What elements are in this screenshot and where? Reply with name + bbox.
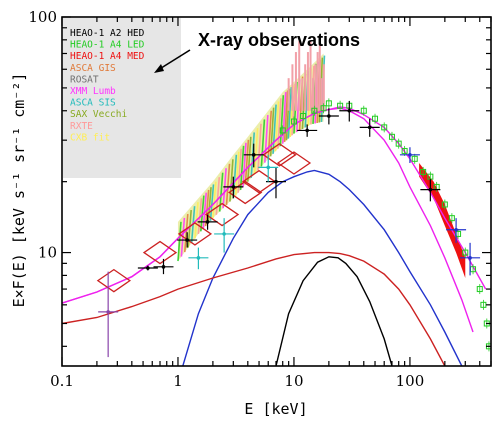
legend-entry: ASCA GIS: [70, 63, 116, 74]
diamond-point-0: [96, 268, 132, 293]
data-point-4: [205, 220, 210, 224]
legend-entry: ASCA SIS: [70, 98, 116, 109]
band-hatch: [229, 159, 234, 202]
band-hatch: [225, 163, 231, 205]
band-hatch: [247, 136, 252, 182]
band-hatch: [207, 187, 212, 224]
legend-entry: ROSAT: [70, 74, 99, 85]
y-axis-title: E×F(E) [keV s⁻¹ sr⁻¹ cm⁻²]: [10, 73, 28, 308]
legend-background: [63, 18, 181, 178]
data-point-3: [185, 238, 189, 242]
data-point-12: [408, 153, 412, 157]
legend-entry: HEAO-1 A4 MED: [70, 51, 145, 62]
y-tick-label: 100: [28, 8, 57, 26]
data-point-1: [146, 266, 150, 270]
heao-med-band: [419, 163, 466, 278]
band-hatch: [222, 168, 227, 209]
model-curve-4: [275, 256, 393, 366]
data-point-18: [266, 165, 271, 170]
band-hatch: [200, 195, 205, 232]
data-point-2: [161, 265, 166, 269]
data-point-11: [367, 125, 372, 130]
x-axis-title: E [keV]: [244, 400, 307, 418]
band-hatch: [264, 115, 269, 163]
model-curve-2: [182, 169, 463, 366]
diamond-point-4: [228, 180, 263, 205]
plot-area: [62, 41, 491, 366]
legend-entry: HEAO-1 A4 LED: [70, 40, 145, 51]
band-hatch: [274, 101, 280, 152]
band-hatch: [272, 104, 277, 154]
band-hatch: [287, 86, 293, 139]
x-tick-label: 100: [396, 372, 425, 390]
band-hatch: [177, 221, 182, 262]
data-point-15: [468, 256, 472, 260]
data-point-7: [274, 179, 278, 184]
x-tick-label: 1: [173, 372, 183, 390]
band-hatch: [239, 145, 245, 191]
diamond-point-7: [276, 151, 312, 175]
annotation-arrow: [154, 49, 191, 73]
diamond-point-2: [177, 222, 213, 246]
axis-ticks: 0.1 1 10 100 10 100: [28, 8, 492, 390]
legend-entry: RXTE: [70, 121, 93, 132]
band-hatch: [269, 107, 275, 157]
data-point-14: [454, 227, 458, 232]
data-point-6: [251, 153, 256, 157]
band-hatch: [209, 184, 215, 221]
legend-entry: SAX Vecchi: [70, 109, 127, 120]
band-hatch: [242, 142, 247, 188]
annotation-text: X-ray observations: [198, 30, 360, 50]
diamond-point-1: [142, 240, 178, 265]
x-tick-label: 0.1: [50, 372, 74, 390]
data-point-5: [231, 185, 236, 189]
x-tick-label: 10: [284, 372, 303, 390]
band-hatch: [260, 119, 266, 167]
band-hatch: [212, 181, 217, 219]
legend-entry: HEAO-1 A2 HED: [70, 28, 145, 39]
plot-layer: [62, 41, 491, 366]
legend-entry: CXB fit: [70, 132, 110, 143]
band-hatch: [244, 139, 250, 185]
diamond-point-6: [262, 143, 297, 167]
band-hatch: [183, 213, 189, 253]
band-hatch: [253, 128, 259, 175]
legend-entry: XMM Lumb: [70, 86, 116, 97]
band-hatch: [257, 123, 262, 171]
band-hatch: [215, 177, 221, 215]
data-point-10: [347, 108, 352, 113]
band-hatch: [279, 95, 285, 147]
band-hatch: [277, 98, 282, 149]
band-hatch: [197, 198, 203, 234]
model-curve-3: [62, 251, 446, 366]
band-hatch: [281, 92, 287, 144]
data-point-17: [196, 256, 201, 260]
y-tick-label: 10: [38, 244, 57, 262]
band-hatch: [204, 189, 210, 227]
data-point-0: [106, 310, 110, 314]
data-point-16: [222, 232, 226, 236]
data-point-9: [327, 114, 331, 118]
band-hatch: [291, 83, 296, 136]
band-hatch: [202, 192, 208, 229]
data-point-13: [428, 187, 433, 192]
data-point-8: [305, 128, 309, 133]
